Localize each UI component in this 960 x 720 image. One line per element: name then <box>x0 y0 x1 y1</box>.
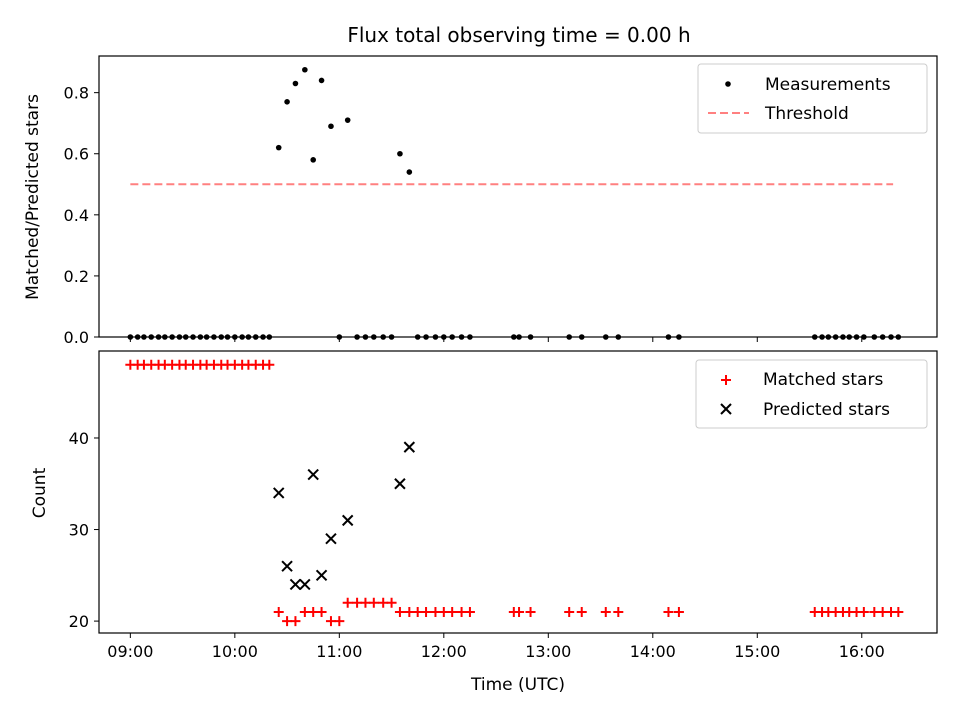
matched-star-point <box>412 606 423 617</box>
bottom-panel-axes: 09:00 10:00 11:00 12:00 13:00 14:00 15:00 16:00… <box>69 429 885 661</box>
top-y-tick-label: 0.8 <box>64 84 89 103</box>
x-tick-label: 12:00 <box>421 642 467 661</box>
predicted-star-point <box>299 578 311 591</box>
predicted-star-point <box>307 468 319 481</box>
matched-star-point <box>514 606 525 617</box>
bottom-legend-box <box>695 359 928 429</box>
x-tick-label: 16:00 <box>839 642 885 661</box>
bottom-y-tick-label: 40 <box>69 429 89 448</box>
top-panel-frame <box>98 55 938 338</box>
matched-legend-marker <box>721 375 731 385</box>
measurement-point <box>275 144 282 151</box>
x-tick-label: 14:00 <box>630 642 676 661</box>
measurement-point <box>344 117 351 123</box>
matched-star-point <box>368 597 379 608</box>
measurement-point <box>318 77 325 84</box>
predicted-legend-label: Predicted stars <box>763 400 890 420</box>
matched-star-point <box>360 597 371 608</box>
bottom-panel-frame <box>98 350 938 634</box>
measurement-point <box>292 80 299 87</box>
matched-star-point <box>430 606 441 617</box>
matched-star-point <box>334 616 345 627</box>
measurement-point <box>406 169 413 175</box>
top-panel-legend: Measurements Threshold <box>697 63 928 134</box>
measurement-point <box>328 123 334 130</box>
predicted-star-point <box>325 532 337 545</box>
measurement-point <box>397 150 403 157</box>
top-panel: 0.00.20.40.60.8 Matched/Predicted stars … <box>23 55 938 347</box>
matched-star-point <box>464 606 475 617</box>
matched-star-point <box>576 606 587 617</box>
bottom-y-tick-label: 20 <box>69 612 89 631</box>
top-y-tick-label: 0.2 <box>64 267 89 286</box>
measurement-point <box>302 66 308 73</box>
matched-star-point <box>438 606 449 617</box>
matched-star-point <box>290 616 301 627</box>
matched-star-point <box>456 606 467 617</box>
x-tick-label: 11:00 <box>316 642 362 661</box>
matched-star-point <box>282 616 293 627</box>
predicted-legend-marker <box>720 403 732 415</box>
measurement-point <box>284 99 290 105</box>
x-tick-label: 10:00 <box>212 642 258 661</box>
top-panel-ylabel: Matched/Predicted stars <box>23 94 43 300</box>
matched-star-point <box>386 597 397 608</box>
matched-star-point <box>404 606 415 617</box>
predicted-star-point <box>403 441 416 453</box>
x-axis-label: Time (UTC) <box>470 675 565 695</box>
matched-star-point <box>447 606 458 617</box>
matched-star-point <box>299 606 310 617</box>
predicted-star-point <box>289 578 302 591</box>
matched-star-point <box>877 606 888 617</box>
predicted-star-point <box>341 514 354 527</box>
top-y-tick-label: 0.6 <box>64 145 89 164</box>
x-tick-label: 15:00 <box>734 642 780 661</box>
bottom-panel-legend: Matched stars Predicted stars <box>695 359 928 429</box>
bottom-y-tick-label: 30 <box>69 521 89 540</box>
bottom-panel-ylabel: Count <box>30 467 50 518</box>
x-tick-label: 13:00 <box>525 642 571 661</box>
matched-star-point <box>613 606 624 617</box>
predicted-star-point <box>273 487 285 499</box>
matched-star-point <box>421 606 432 617</box>
measurements-legend-marker <box>725 81 731 87</box>
matched-star-point <box>352 597 363 608</box>
matched-star-point <box>858 606 869 617</box>
matched-star-point <box>893 606 904 617</box>
matched-star-point <box>663 606 674 617</box>
predicted-star-point <box>281 560 293 572</box>
matched-star-point <box>869 606 880 617</box>
matched-star-point <box>673 606 684 617</box>
matched-star-point <box>378 597 389 608</box>
matched-star-point <box>316 606 327 617</box>
bottom-panel-marks <box>125 359 904 627</box>
chart-title: Flux total observing time = 0.00 h <box>347 23 690 47</box>
matched-star-point <box>394 606 405 617</box>
matched-star-point <box>308 606 319 617</box>
top-legend-box <box>697 63 928 134</box>
top-panel-axes: 0.0 0.2 0.4 0.6 0.8 <box>64 84 863 347</box>
predicted-star-point <box>394 478 406 490</box>
top-y-tick-label: 0.0 <box>64 328 89 347</box>
matched-star-point <box>273 606 284 617</box>
matched-star-point <box>325 616 336 627</box>
measurements-legend-label: Measurements <box>765 75 891 95</box>
matched-star-point <box>600 606 611 617</box>
matched-star-point <box>564 606 575 617</box>
matched-star-point <box>342 597 353 608</box>
matched-legend-label: Matched stars <box>763 370 883 390</box>
threshold-legend-label: Threshold <box>764 104 849 124</box>
bottom-panel: 09:00 10:00 11:00 12:00 13:00 14:00 15:00 16:00… <box>30 350 938 661</box>
measurement-point <box>310 157 317 163</box>
x-tick-label: 09:00 <box>107 642 153 661</box>
matched-star-point <box>264 359 275 370</box>
top-y-tick-label: 0.4 <box>64 206 89 225</box>
matched-star-point <box>525 606 536 617</box>
predicted-star-point <box>315 569 328 582</box>
